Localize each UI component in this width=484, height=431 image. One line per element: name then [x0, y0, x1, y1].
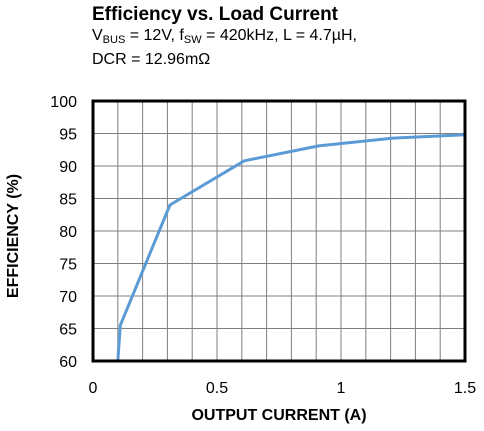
x-tick-label: 1.5	[454, 380, 476, 397]
x-tick-labels: 0 0.5 1 1.5	[89, 380, 477, 397]
y-tick-label: 85	[59, 192, 77, 209]
fsw-symbol: f	[179, 27, 184, 44]
y-tick-label: 70	[59, 289, 77, 306]
y-tick-label: 65	[59, 322, 77, 339]
x-tick-label: 0.5	[206, 380, 228, 397]
y-tick-label: 75	[59, 257, 77, 274]
y-tick-label: 100	[50, 94, 77, 111]
y-tick-label: 80	[59, 224, 77, 241]
y-tick-label: 90	[59, 159, 77, 176]
fsw-value: = 420kHz, L = 4.7µH,	[201, 27, 357, 44]
title-block: Efficiency vs. Load Current VBUS = 12V, …	[92, 4, 357, 70]
data-series	[116, 133, 467, 363]
y-tick-label: 60	[59, 354, 77, 371]
vbus-symbol: V	[92, 27, 103, 44]
vbus-subscript: BUS	[102, 34, 126, 46]
x-tick-label: 0	[89, 380, 98, 397]
plot-frame	[91, 99, 467, 363]
chart-title: Efficiency vs. Load Current	[92, 4, 339, 25]
y-tick-labels: 60 65 70 75 80 85 90 95 100	[50, 94, 77, 371]
y-axis-title: EFFICIENCY (%)	[5, 174, 22, 298]
chart-subtitle-line-2: DCR = 12.96mΩ	[92, 51, 211, 68]
efficiency-line	[116, 133, 467, 363]
x-axis-title: OUTPUT CURRENT (A)	[191, 407, 366, 424]
grid	[93, 101, 465, 361]
fsw-subscript: SW	[183, 34, 202, 46]
x-tick-label: 1	[337, 380, 346, 397]
chart-subtitle-line-1: VBUS = 12V, fSW = 420kHz, L = 4.7µH,	[92, 26, 357, 50]
y-tick-label: 95	[59, 127, 77, 144]
vbus-value: = 12V,	[125, 27, 180, 44]
